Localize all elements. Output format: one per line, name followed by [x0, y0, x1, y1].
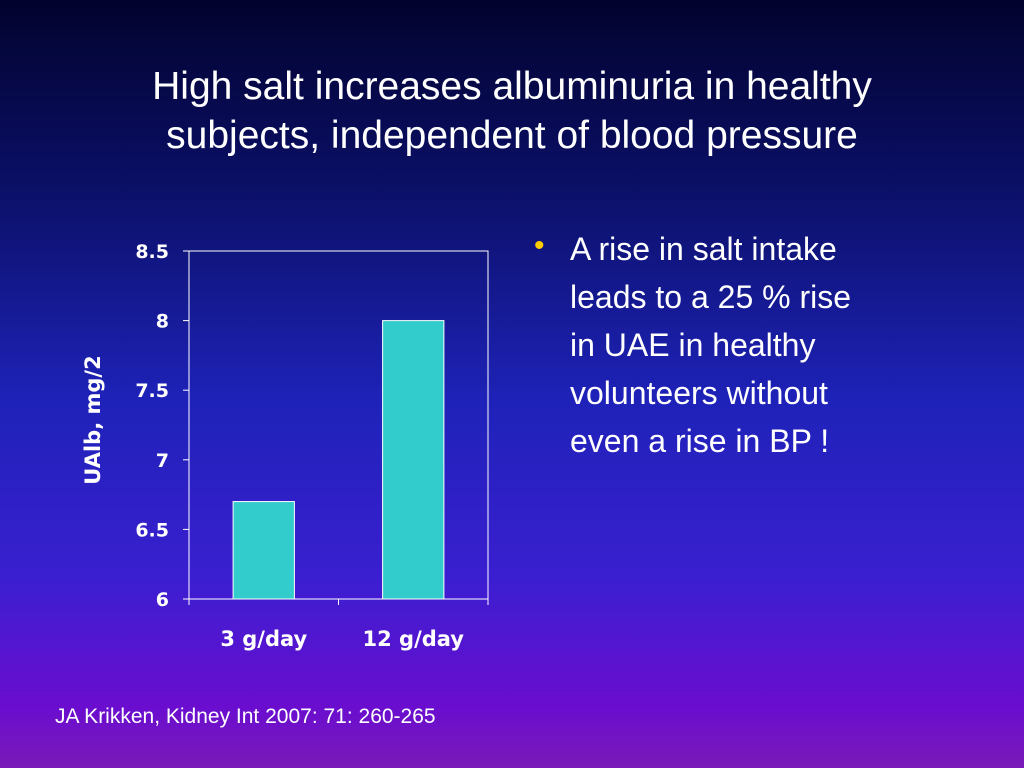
x-category-label: 12 g/day — [363, 627, 465, 651]
slide-title-line-1: High salt increases albuminuria in healt… — [152, 65, 872, 108]
slide-title-line-2: subjects, independent of blood pressure — [166, 114, 858, 157]
y-tick-label: 6.5 — [135, 519, 169, 541]
bar — [232, 501, 295, 600]
y-tick-label: 6 — [156, 589, 169, 611]
y-axis: 6 6.5 7 7.5 8 8.5 — [135, 241, 189, 611]
bullet-line-1: A rise in salt intake — [570, 231, 837, 267]
bullet-line-3: in UAE in healthy — [570, 327, 816, 363]
x-axis: 3 g/day 12 g/day — [188, 599, 489, 651]
bullet-line-2: leads to a 25 % rise — [570, 279, 852, 315]
bullet-line-5: even a rise in BP ! — [570, 423, 830, 459]
bars — [232, 320, 445, 600]
x-category-label: 3 g/day — [220, 627, 307, 651]
y-axis-label: UAlb, mg/2 — [81, 355, 105, 484]
bullet-line-4: volunteers without — [570, 375, 828, 411]
y-tick-label: 7 — [156, 450, 169, 472]
y-tick-label: 7.5 — [135, 380, 169, 402]
bar — [382, 320, 445, 600]
bullet-icon — [534, 231, 548, 245]
slide-title: High salt increases albuminuria in healt… — [60, 62, 964, 160]
y-tick-label: 8.5 — [135, 241, 169, 263]
y-tick-label: 8 — [156, 311, 169, 333]
bullet-text: A rise in salt intake leads to a 25 % ri… — [570, 225, 851, 465]
citation: JA Krikken, Kidney Int 2007: 71: 260-265 — [55, 705, 436, 728]
